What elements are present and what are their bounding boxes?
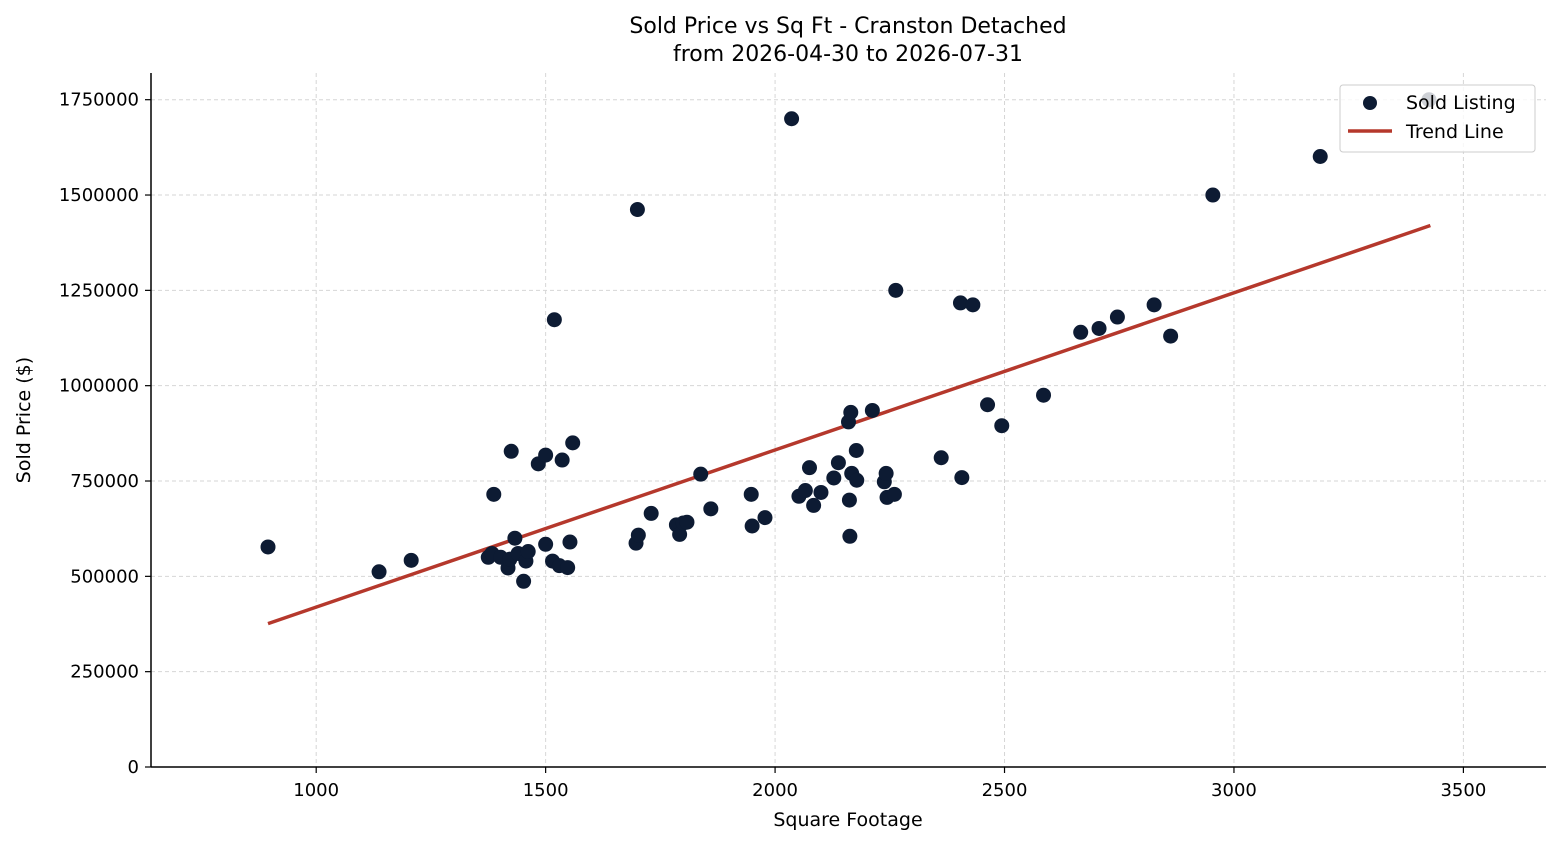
x-tick-label-0: 1000	[293, 780, 339, 801]
data-point-48	[842, 528, 858, 544]
legend-box	[1339, 84, 1536, 153]
data-point-23	[562, 534, 578, 550]
x-tick-label-3: 2500	[982, 780, 1028, 801]
data-point-65	[1036, 387, 1052, 403]
data-point-19	[546, 312, 562, 328]
data-point-55	[878, 465, 894, 481]
data-point-61	[954, 470, 970, 486]
data-point-43	[813, 484, 829, 500]
x-axis-ticks: 1000 1500 2000 2500 3000 3500	[293, 767, 1486, 801]
data-point-44	[826, 470, 842, 486]
axes	[150, 73, 1546, 768]
data-point-17	[538, 536, 554, 552]
x-tick-label-2: 2000	[752, 780, 798, 801]
legend-label-trend-line: Trend Line	[1405, 121, 1504, 143]
data-point-1	[371, 564, 387, 580]
x-tick-label-5: 3500	[1440, 780, 1486, 801]
data-point-45	[830, 455, 846, 471]
x-tick-label-4: 3000	[1211, 780, 1257, 801]
legend-marker-sold-listing	[1363, 96, 1377, 110]
data-point-0	[260, 539, 276, 555]
data-point-27	[630, 527, 646, 543]
data-point-36	[744, 518, 760, 534]
chart-title-line-2: from 2026-04-30 to 2026-07-31	[673, 42, 1023, 67]
data-point-60	[952, 295, 968, 311]
legend: Sold Listing Trend Line	[1339, 84, 1536, 153]
chart-title-line-1: Sold Price vs Sq Ft - Cranston Detached	[629, 14, 1066, 39]
y-tick-label-1: 250000	[70, 662, 139, 683]
y-axis-label: Sold Price ($)	[13, 357, 35, 483]
data-point-47	[841, 492, 857, 508]
data-point-32	[679, 514, 695, 530]
data-point-12	[516, 573, 532, 589]
data-point-16	[538, 447, 554, 463]
data-point-34	[703, 501, 719, 517]
y-tick-label-0: 0	[128, 757, 139, 778]
y-tick-label-4: 1000000	[59, 376, 139, 397]
data-point-30	[672, 526, 688, 542]
data-point-59	[933, 450, 949, 466]
data-point-24	[565, 435, 581, 451]
data-point-5	[486, 486, 502, 502]
y-axis-ticks: 0 250000 500000 750000 1000000 1250000 1500000…	[59, 90, 151, 778]
data-point-52	[849, 472, 865, 488]
y-tick-label-5: 1250000	[59, 280, 139, 301]
data-point-33	[693, 466, 709, 482]
data-point-67	[1091, 320, 1107, 336]
data-point-63	[980, 397, 996, 413]
data-point-28	[643, 505, 659, 521]
data-point-37	[757, 510, 773, 526]
data-point-72	[1312, 149, 1328, 165]
data-point-10	[507, 530, 523, 546]
x-tick-label-1: 1500	[523, 780, 569, 801]
data-point-2	[403, 552, 419, 568]
data-point-42	[806, 497, 822, 513]
data-point-22	[560, 560, 576, 576]
data-point-71	[1205, 187, 1221, 203]
data-point-62	[965, 297, 981, 313]
data-point-64	[994, 418, 1010, 434]
data-points	[260, 92, 1437, 589]
data-point-21	[554, 452, 570, 468]
data-point-53	[864, 402, 880, 418]
data-point-26	[629, 202, 645, 218]
data-point-69	[1146, 297, 1162, 313]
y-tick-label-6: 1500000	[59, 185, 139, 206]
y-tick-label-7: 1750000	[59, 90, 139, 111]
data-point-41	[801, 460, 817, 476]
data-point-58	[888, 282, 904, 298]
data-point-9	[503, 443, 519, 459]
x-axis-label: Square Footage	[773, 809, 922, 831]
y-tick-label-2: 500000	[70, 566, 139, 587]
data-point-35	[743, 486, 759, 502]
data-point-14	[520, 544, 536, 560]
y-tick-label-3: 750000	[70, 471, 139, 492]
data-point-66	[1073, 324, 1089, 340]
data-point-57	[886, 486, 902, 502]
data-point-38	[784, 111, 800, 127]
data-point-70	[1163, 328, 1179, 344]
legend-label-sold-listing: Sold Listing	[1406, 92, 1516, 114]
data-point-40	[797, 483, 813, 499]
data-point-51	[848, 443, 864, 459]
data-point-68	[1109, 309, 1125, 325]
data-point-49	[843, 404, 859, 420]
